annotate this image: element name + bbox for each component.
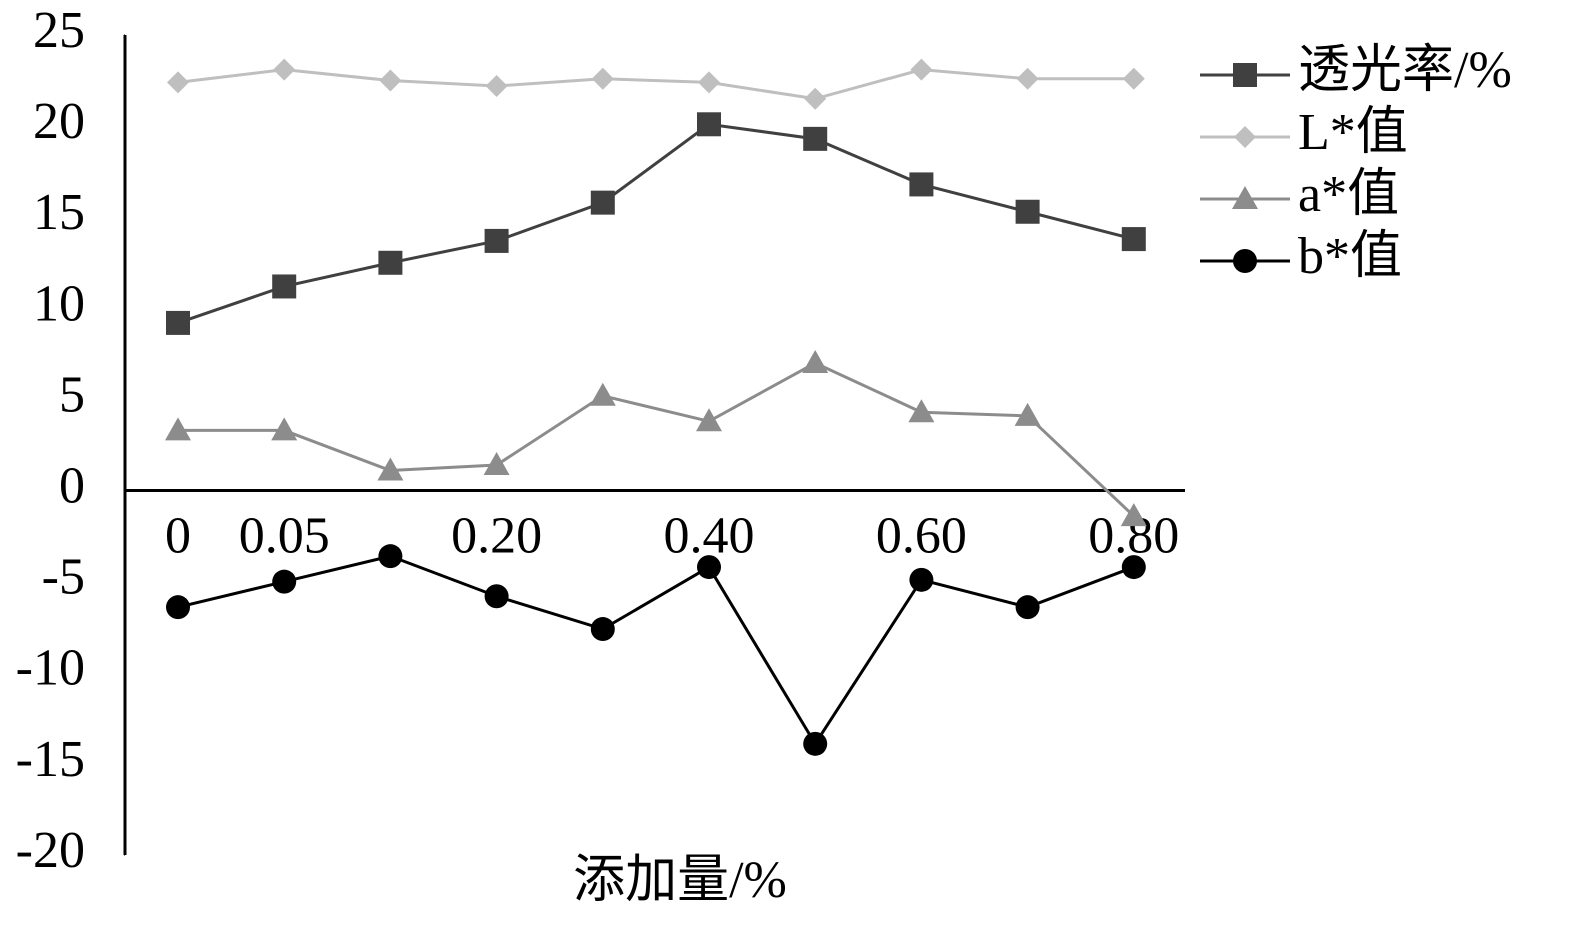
marker: [1015, 595, 1040, 620]
x-tick-label: 0.20: [451, 507, 542, 564]
marker: [377, 457, 404, 481]
x-tick-label: 0.05: [239, 507, 330, 564]
legend-label: a*值: [1298, 166, 1399, 223]
series-line: [178, 361, 1135, 518]
marker: [166, 595, 190, 620]
series-line: [177, 68, 1134, 101]
marker: [165, 417, 191, 441]
marker: [379, 69, 402, 92]
marker: [1122, 67, 1145, 90]
marker: [590, 190, 615, 215]
marker: [802, 350, 829, 373]
y-tick-label: 5: [59, 366, 85, 423]
y-tick-label: -10: [16, 640, 85, 697]
series-line: [177, 122, 1135, 325]
series-line: [177, 554, 1135, 747]
y-tick-label: 20: [33, 93, 85, 150]
y-tick-label: -15: [16, 731, 85, 788]
marker: [909, 567, 934, 592]
marker: [485, 75, 508, 98]
legend-label: L*值: [1298, 104, 1408, 161]
marker: [484, 228, 509, 253]
x-tick-label: 0.60: [876, 507, 967, 564]
marker: [484, 584, 509, 609]
marker: [589, 382, 616, 406]
marker: [1233, 63, 1257, 87]
marker: [803, 731, 828, 756]
marker: [273, 58, 296, 81]
marker: [909, 172, 934, 197]
marker: [696, 408, 722, 432]
x-axis-label: 添加量/%: [573, 852, 787, 909]
marker: [1232, 186, 1258, 209]
marker: [804, 87, 827, 110]
marker: [378, 544, 403, 569]
marker: [167, 71, 189, 94]
marker: [698, 71, 720, 94]
marker: [1016, 67, 1039, 90]
y-tick-label: -20: [16, 822, 85, 879]
marker: [908, 399, 935, 423]
marker: [697, 555, 721, 580]
marker: [272, 274, 297, 299]
y-tick-label: 10: [33, 275, 85, 332]
marker: [1121, 555, 1146, 580]
x-tick-label: 0: [165, 507, 191, 564]
marker: [697, 112, 721, 137]
y-tick-label: 0: [59, 457, 85, 514]
marker: [591, 67, 614, 90]
marker: [590, 617, 615, 642]
y-tick-label: -5: [42, 549, 85, 606]
marker: [166, 310, 190, 335]
marker: [378, 250, 403, 275]
x-tick-label: 0.40: [664, 507, 755, 564]
marker: [1120, 503, 1147, 527]
y-tick-label: 15: [33, 184, 85, 241]
marker: [1014, 402, 1041, 426]
marker: [910, 58, 933, 81]
marker: [271, 417, 298, 441]
marker: [272, 569, 297, 594]
legend-label: b*值: [1298, 228, 1402, 285]
marker: [803, 126, 828, 151]
legend-label: 透光率/%: [1298, 42, 1512, 99]
marker: [1233, 249, 1257, 273]
y-tick-label: 25: [33, 2, 85, 59]
marker: [1234, 126, 1256, 148]
marker: [1121, 227, 1146, 252]
marker: [483, 452, 510, 476]
marker: [1015, 199, 1040, 224]
